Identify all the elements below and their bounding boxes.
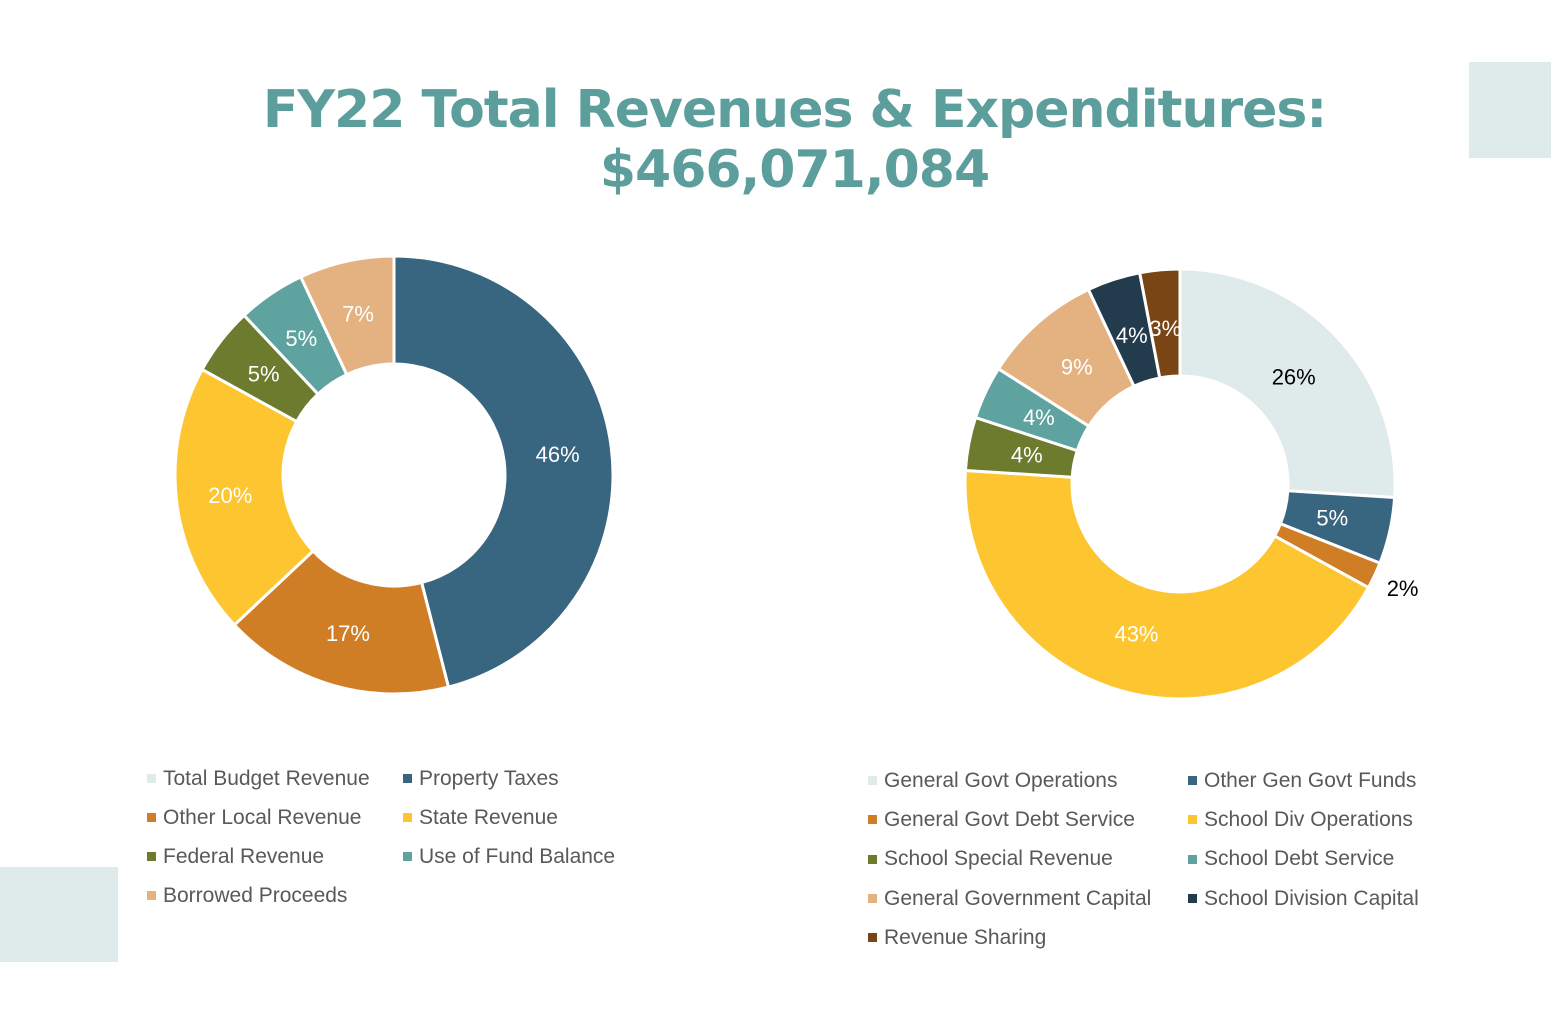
legend-label: School Special Revenue bbox=[884, 847, 1113, 871]
decorative-block-top-right bbox=[1469, 62, 1551, 158]
legend-label: Property Taxes bbox=[419, 766, 559, 790]
legend-label: School Debt Service bbox=[1204, 847, 1395, 871]
data-label-property-taxes: 46% bbox=[536, 442, 580, 467]
data-label-borrowed-proceeds: 7% bbox=[342, 301, 374, 326]
legend-item-revenue-sharing: Revenue Sharing bbox=[868, 918, 1188, 957]
legend-item-use-of-fund-balance: Use of Fund Balance bbox=[403, 837, 663, 876]
legend-label: Total Budget Revenue bbox=[163, 766, 370, 790]
legend-swatch bbox=[1188, 854, 1197, 864]
legend-item-property-taxes: Property Taxes bbox=[403, 759, 663, 798]
legend-label: General Government Capital bbox=[884, 886, 1152, 910]
legend-label: Federal Revenue bbox=[163, 844, 325, 868]
legend-label: Revenue Sharing bbox=[884, 925, 1047, 949]
data-label-use-of-fund-balance: 5% bbox=[285, 326, 317, 351]
legend-item-total-budget-revenue: Total Budget Revenue bbox=[147, 759, 403, 798]
slice-revenue-sharing bbox=[1137, 267, 1182, 380]
slide-title-line-1: FY22 Total Revenues & Expenditures: bbox=[262, 80, 1327, 140]
legend-item-borrowed-proceeds: Borrowed Proceeds bbox=[147, 876, 403, 915]
slide-title: FY22 Total Revenues & Expenditures: $466… bbox=[0, 80, 1551, 200]
data-label-state-revenue: 20% bbox=[208, 483, 252, 508]
legend-swatch bbox=[147, 774, 156, 783]
data-label-federal-revenue: 5% bbox=[248, 361, 280, 386]
data-label-general-government-capital: 9% bbox=[1061, 354, 1093, 379]
legend-swatch bbox=[147, 813, 156, 822]
data-label-other-local-revenue: 17% bbox=[326, 621, 370, 646]
data-label-school-debt-service: 4% bbox=[1023, 405, 1055, 430]
legend-label: State Revenue bbox=[419, 805, 558, 829]
legend-item-federal-revenue: Federal Revenue bbox=[147, 837, 403, 876]
data-label-general-govt-operations: 26% bbox=[1272, 365, 1316, 390]
legend-label: General Govt Operations bbox=[884, 768, 1118, 792]
legend-swatch bbox=[403, 813, 412, 822]
legend-swatch bbox=[868, 894, 877, 904]
legend-swatch bbox=[868, 854, 877, 864]
legend-swatch bbox=[147, 852, 156, 861]
legend-label: School Division Capital bbox=[1204, 886, 1419, 910]
slice-school-div-operations bbox=[963, 468, 1371, 701]
legend-item-other-local-revenue: Other Local Revenue bbox=[147, 798, 403, 837]
data-label-other-gen-govt-funds: 5% bbox=[1316, 506, 1348, 531]
slice-property-taxes bbox=[392, 254, 615, 689]
legend-label: School Div Operations bbox=[1204, 807, 1413, 831]
data-label-school-division-capital: 4% bbox=[1116, 323, 1148, 348]
legend-swatch bbox=[868, 776, 877, 786]
legend-swatch bbox=[1188, 776, 1197, 786]
revenue-legend: Total Budget Revenue Property Taxes Other … bbox=[147, 759, 663, 915]
legend-label: General Govt Debt Service bbox=[884, 807, 1135, 831]
legend-item-school-special-revenue: School Special Revenue bbox=[868, 840, 1188, 879]
legend-swatch bbox=[868, 815, 877, 825]
legend-label: Other Local Revenue bbox=[163, 805, 362, 829]
legend-swatch bbox=[403, 774, 412, 783]
data-label-school-div-operations: 43% bbox=[1114, 621, 1158, 646]
slice-general-govt-operations bbox=[1178, 267, 1397, 500]
legend-label: Use of Fund Balance bbox=[419, 844, 616, 868]
decorative-block-bottom-left bbox=[0, 867, 118, 962]
slice-borrowed-proceeds bbox=[298, 254, 396, 377]
legend-item-school-div-operations: School Div Operations bbox=[1188, 800, 1468, 839]
legend-swatch bbox=[868, 933, 877, 943]
legend-item-school-debt-service: School Debt Service bbox=[1188, 840, 1468, 879]
legend-label: Borrowed Proceeds bbox=[163, 883, 348, 907]
data-label-general-govt-debt-service: 2% bbox=[1387, 576, 1419, 601]
legend-item-state-revenue: State Revenue bbox=[403, 798, 663, 837]
data-label-revenue-sharing: 3% bbox=[1149, 316, 1181, 341]
slice-state-revenue bbox=[173, 367, 316, 628]
slice-other-local-revenue bbox=[232, 548, 451, 696]
legend-swatch bbox=[403, 852, 412, 861]
legend-item-other-gen-govt-funds: Other Gen Govt Funds bbox=[1188, 761, 1468, 800]
legend-swatch bbox=[147, 891, 156, 900]
slide-title-line-2: $466,071,084 bbox=[599, 140, 990, 200]
legend-item-general-government-capital: General Government Capital bbox=[868, 879, 1188, 918]
legend-item-school-division-capital: School Division Capital bbox=[1188, 879, 1468, 918]
legend-swatch bbox=[1188, 815, 1197, 825]
data-label-school-special-revenue: 4% bbox=[1011, 442, 1043, 467]
legend-label: Other Gen Govt Funds bbox=[1204, 768, 1417, 792]
expenditure-legend: General Govt Operations Other Gen Govt Fu… bbox=[868, 761, 1468, 957]
legend-item-general-govt-debt-service: General Govt Debt Service bbox=[868, 800, 1188, 839]
legend-swatch bbox=[1188, 894, 1197, 904]
legend-item-general-govt-operations: General Govt Operations bbox=[868, 761, 1188, 800]
